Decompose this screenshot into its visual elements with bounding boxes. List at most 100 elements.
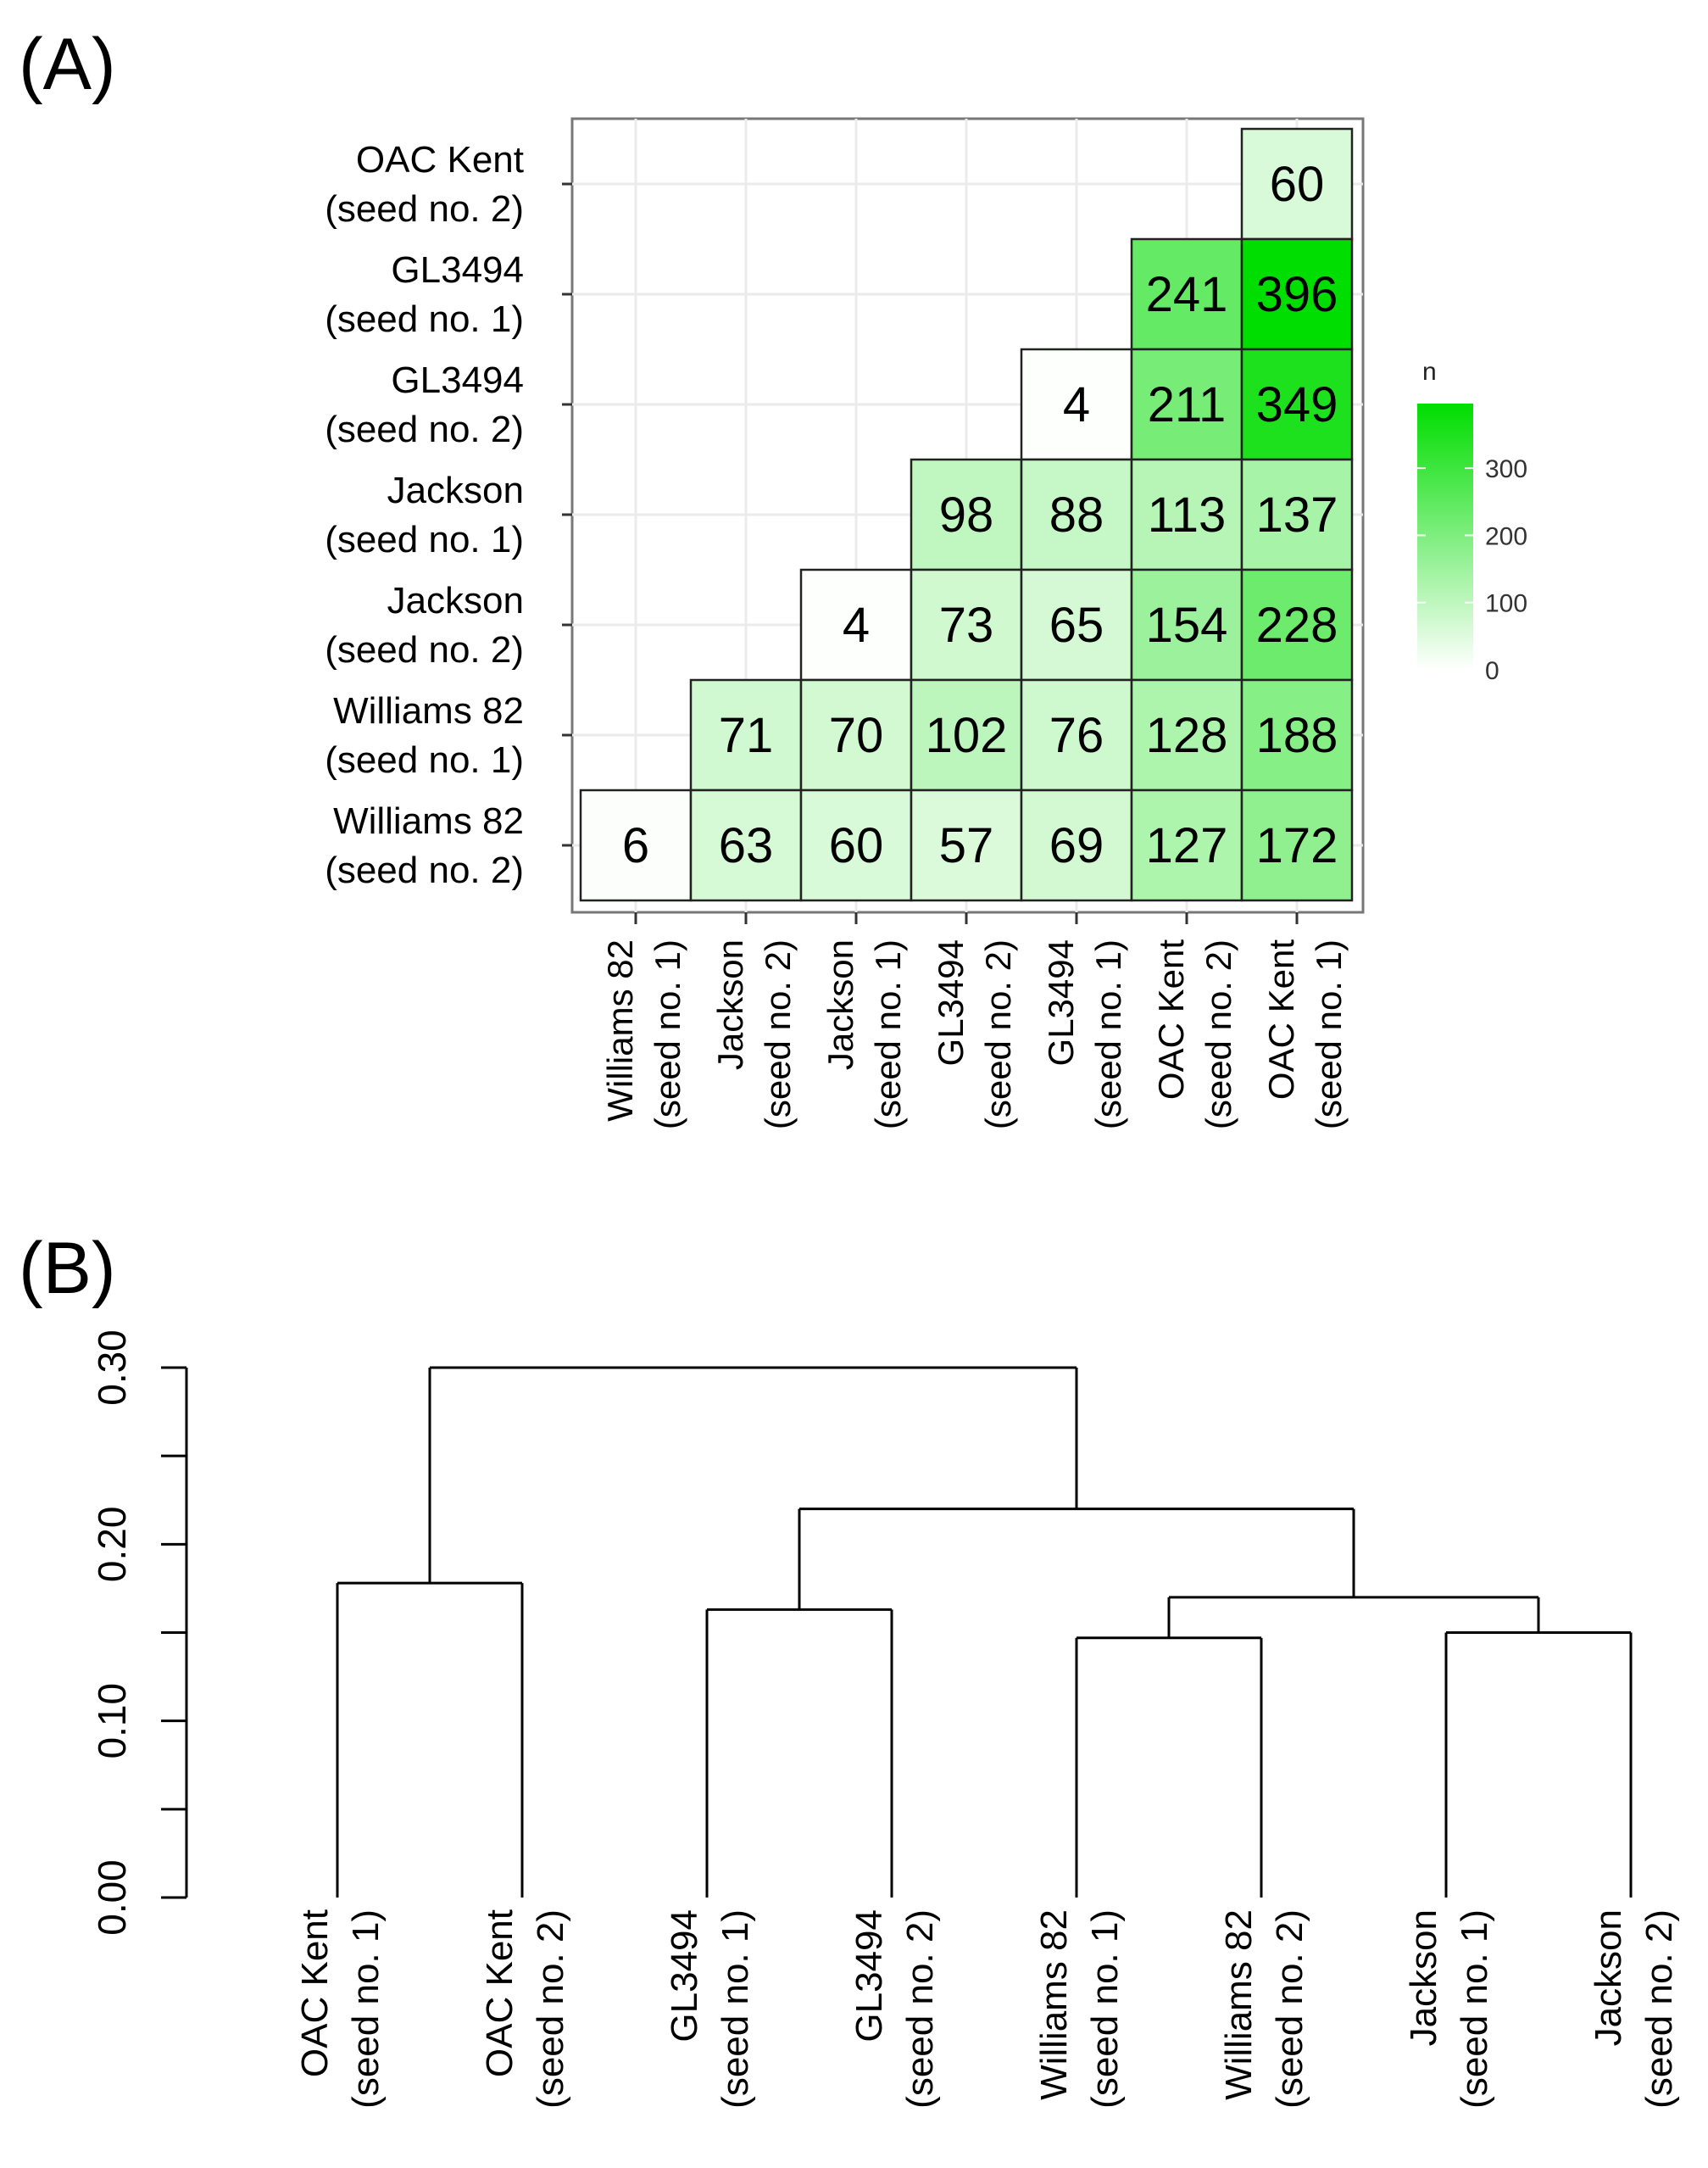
dendrogram-tree: [336, 1366, 1633, 1898]
dendrogram-leaf-labels: OAC Kent (seed no. 1) OAC Kent (seed no. 2)…: [294, 1909, 1680, 2109]
heatmap-cell-value: 71: [719, 708, 774, 763]
heatmap-cell: [910, 458, 1023, 571]
heatmap-cell: [1130, 678, 1243, 792]
leaf-label-sub: (seed no. 1): [1084, 1909, 1126, 2109]
leaf-label-sub: (seed no. 2): [899, 1909, 941, 2109]
heatmap-cell: [579, 789, 693, 902]
heatmap-col-labels: Williams 82 (seed no. 1) Jackson (seed no. …: [600, 912, 1349, 1129]
col-label-name: Jackson: [710, 939, 750, 1070]
leaf-label-sub: (seed no. 2): [530, 1909, 571, 2109]
leaf-label-name: Williams 82: [1218, 1909, 1260, 2100]
heatmap-cell-value: 154: [1146, 598, 1228, 653]
heatmap-cell-value: 172: [1256, 818, 1338, 873]
heatmap-cell-value: 188: [1256, 708, 1338, 763]
heatmap-cell: [799, 678, 913, 792]
col-label-sub: (seed no. 2): [758, 939, 798, 1129]
y-axis-tick-label: 0.10: [90, 1683, 134, 1759]
heatmap-cells: 60 241 396 4 211 349 98 88 113 137 4 73 65 154 228 71 70…: [579, 127, 1354, 902]
leaf-label-sub: (seed no. 1): [1454, 1909, 1495, 2109]
heatmap-cell: [1130, 348, 1243, 461]
legend-tick-label: 0: [1485, 657, 1499, 685]
heatmap-cell-value: 127: [1146, 818, 1228, 873]
heatmap-cell-value: 4: [1063, 377, 1090, 432]
leaf-label-sub: (seed no. 1): [345, 1909, 387, 2109]
heatmap-cell-value: 349: [1256, 377, 1338, 432]
col-label-sub: (seed no. 1): [648, 939, 687, 1129]
dendrogram-y-axis: 0.00 0.10 0.20 0.30: [90, 1329, 188, 1936]
heatmap-cell: [799, 568, 913, 682]
heatmap-legend: n 0 100 200 300: [1417, 358, 1527, 685]
heatmap-cell-value: 60: [1270, 157, 1325, 212]
legend-colorbar: [1417, 404, 1473, 670]
col-label-name: OAC Kent: [1261, 939, 1301, 1100]
col-label-sub: (seed no. 2): [1199, 939, 1238, 1129]
heatmap-cell: [1240, 789, 1354, 902]
row-label-name: GL3494: [391, 249, 524, 291]
heatmap-cell-value: 228: [1256, 598, 1338, 653]
heatmap-cell: [1130, 458, 1243, 571]
leaf-label-sub: (seed no. 2): [1269, 1909, 1310, 2109]
heatmap-cell: [1240, 458, 1354, 571]
legend-tick-label: 300: [1485, 455, 1527, 483]
leaf-label-name: Jackson: [1403, 1909, 1444, 2046]
heatmap-cell-value: 69: [1049, 818, 1104, 873]
heatmap-cell-value: 70: [829, 708, 884, 763]
heatmap-cell-value: 396: [1256, 267, 1338, 322]
heatmap-cell: [1240, 237, 1354, 351]
heatmap-cell: [1130, 568, 1243, 682]
col-label-name: Jackson: [821, 939, 860, 1070]
col-label-sub: (seed no. 1): [1088, 939, 1128, 1129]
row-label-sub: (seed no. 1): [325, 298, 524, 340]
row-label-sub: (seed no. 2): [325, 629, 524, 671]
heatmap-cell-value: 4: [843, 598, 870, 653]
row-label-name: Williams 82: [333, 800, 524, 842]
heatmap-cell: [1240, 127, 1354, 241]
y-axis-tick-label: 0.20: [90, 1507, 134, 1583]
leaf-label-name: GL3494: [848, 1909, 890, 2043]
row-label-sub: (seed no. 1): [325, 739, 524, 781]
heatmap-cell: [1020, 678, 1133, 792]
leaf-label-name: Jackson: [1588, 1909, 1629, 2046]
row-label-name: OAC Kent: [356, 139, 524, 181]
panel-label-b: (B): [19, 1228, 116, 1309]
heatmap-cell: [1130, 237, 1243, 351]
col-label-name: OAC Kent: [1151, 939, 1191, 1100]
legend-ticks: 0 100 200 300: [1417, 455, 1527, 685]
col-label-name: GL3494: [1041, 939, 1081, 1066]
heatmap-cell-value: 102: [926, 708, 1008, 763]
heatmap-cell-value: 76: [1049, 708, 1104, 763]
heatmap-row-labels: OAC Kent (seed no. 2) GL3494 (seed no. 1) GL…: [325, 139, 572, 891]
heatmap-cell-value: 60: [829, 818, 884, 873]
heatmap-cell-value: 88: [1049, 488, 1104, 543]
row-label-sub: (seed no. 2): [325, 850, 524, 891]
heatmap-cell-value: 211: [1148, 377, 1226, 432]
leaf-label-sub: (seed no. 1): [715, 1909, 756, 2109]
heatmap-cell: [799, 789, 913, 902]
heatmap-cell: [1240, 568, 1354, 682]
y-axis-tick-label: 0.00: [90, 1859, 134, 1936]
legend-title: n: [1422, 358, 1437, 386]
leaf-label-name: OAC Kent: [479, 1909, 520, 2077]
heatmap-cell: [1130, 789, 1243, 902]
heatmap-cell-value: 137: [1256, 488, 1338, 543]
row-label-sub: (seed no. 2): [325, 188, 524, 230]
legend-tick-label: 100: [1485, 590, 1527, 618]
row-label-sub: (seed no. 2): [325, 409, 524, 450]
heatmap-cell-value: 57: [939, 818, 994, 873]
heatmap-cell-value: 6: [622, 818, 649, 873]
dendrogram-panel: (B) 0.000.100.200.30 OAC Kent (seed no. 1…: [19, 1228, 1680, 2109]
row-label-name: Jackson: [387, 580, 524, 621]
heatmap-cell-value: 128: [1146, 708, 1228, 763]
row-label-sub: (seed no. 1): [325, 519, 524, 560]
col-label-name: Williams 82: [600, 939, 640, 1122]
leaf-label-name: GL3494: [664, 1909, 705, 2043]
heatmap-cell: [1020, 458, 1133, 571]
y-axis-tick-label: 0.30: [90, 1329, 134, 1406]
heatmap-cell: [1020, 568, 1133, 682]
leaf-label-name: OAC Kent: [294, 1909, 336, 2077]
row-label-name: GL3494: [391, 359, 524, 401]
row-label-name: Williams 82: [333, 690, 524, 732]
heatmap-cell-value: 63: [719, 818, 774, 873]
